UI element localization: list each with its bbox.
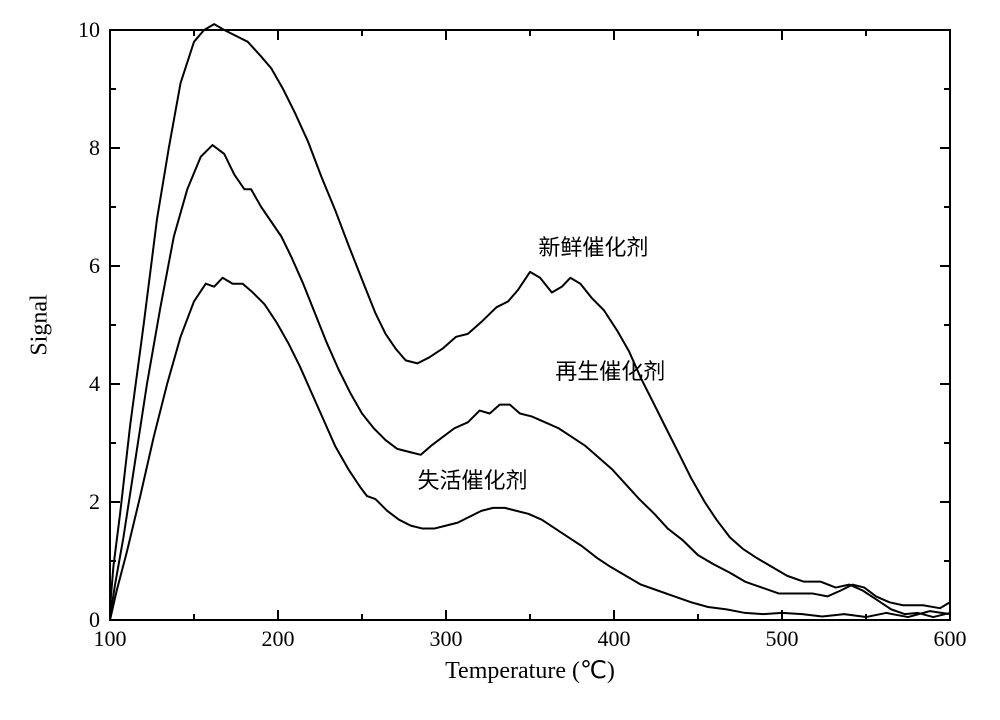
x-tick-label: 300 [430,626,463,652]
y-tick-label: 10 [78,17,100,43]
series-label-deactivated-catalyst: 失活催化剂 [417,463,527,495]
y-tick-label: 2 [89,489,100,515]
x-tick-label: 600 [934,626,967,652]
y-axis-label: Signal [27,294,54,355]
x-tick-label: 400 [598,626,631,652]
y-tick-label: 4 [89,371,100,397]
plot-area [110,30,950,620]
series-regenerated-catalyst [110,145,950,617]
x-tick-label: 500 [766,626,799,652]
series-label-fresh-catalyst: 新鲜催化剂 [538,230,648,262]
series-label-regenerated-catalyst: 再生催化剂 [555,354,665,386]
y-tick-label: 8 [89,135,100,161]
y-tick-label: 0 [89,607,100,633]
x-axis-label: Temperature (℃) [445,656,615,685]
series-deactivated-catalyst [110,278,950,620]
x-tick-label: 200 [262,626,295,652]
y-tick-label: 6 [89,253,100,279]
series-fresh-catalyst [110,24,950,617]
